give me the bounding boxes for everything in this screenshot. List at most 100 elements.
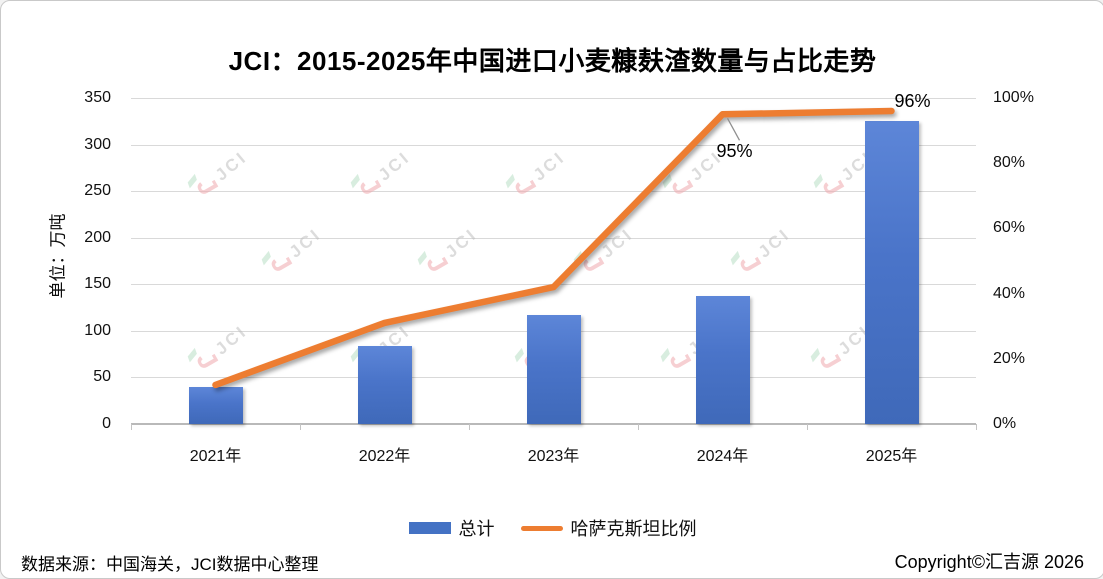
gridline — [131, 191, 976, 193]
jci-watermark-hook-icon: J — [813, 171, 850, 201]
left-axis-tick-label: 50 — [93, 368, 111, 386]
jci-watermark-j-glyph: J — [816, 172, 850, 201]
legend-label-kazakhstan-ratio: 哈萨克斯坦比例 — [570, 519, 697, 539]
jci-watermark-text: JCI — [211, 146, 251, 185]
left-axis-tick-label: 350 — [84, 89, 111, 106]
jci-watermark-hook-icon: J — [662, 171, 699, 201]
left-axis-tick-label: 150 — [84, 275, 111, 293]
x-axis-tick — [300, 424, 301, 430]
jci-watermark-leaf-icon — [662, 173, 672, 189]
jci-watermark-leaf-icon — [417, 250, 427, 266]
legend-label-total: 总计 — [458, 519, 495, 539]
jci-watermark-j-glyph: J — [190, 172, 224, 201]
jci-watermark-leaf-icon — [730, 250, 740, 266]
gridline — [131, 423, 976, 425]
jci-watermark-j-glyph: J — [190, 346, 224, 375]
right-axis-tick-label: 60% — [993, 219, 1026, 237]
jci-watermark-j-glyph: J — [508, 172, 542, 201]
jci-watermark-leaf-icon — [350, 173, 360, 189]
jci-watermark-text: JCI — [211, 320, 251, 359]
x-axis-tick — [638, 424, 639, 430]
jci-watermark-leaf-icon — [660, 347, 670, 363]
jci-watermark-hook-icon: J — [261, 248, 298, 278]
jci-watermark-j-glyph: J — [813, 346, 847, 375]
jci-watermark-hook-icon: J — [573, 248, 610, 278]
bar-2022年 — [357, 345, 412, 424]
jci-watermark-text: JCI — [597, 223, 637, 262]
bar-2025年 — [864, 121, 919, 424]
x-axis-tick — [469, 424, 470, 430]
annotation-leader-line — [726, 117, 741, 141]
jci-watermark-hook-icon: J — [730, 248, 767, 278]
jci-watermark-leaf-icon — [514, 347, 524, 363]
left-axis-tick-label: 200 — [84, 228, 111, 246]
jci-watermark-text: JCI — [374, 146, 414, 185]
x-axis-tick — [131, 424, 132, 430]
jci-watermark-j-glyph: J — [264, 249, 298, 278]
jci-watermark-j-glyph: J — [353, 172, 387, 201]
jci-watermark-hook-icon: J — [350, 171, 387, 201]
right-axis-tick-label: 80% — [993, 154, 1026, 172]
jci-watermark-leaf-icon — [810, 347, 820, 363]
jci-watermark-leaf-icon — [261, 250, 271, 266]
left-axis-tick-label: 300 — [84, 135, 111, 153]
x-axis-category-label: 2023年 — [527, 448, 580, 465]
jci-watermark-leaf-icon — [573, 250, 583, 266]
jci-watermark-hook-icon: J — [187, 171, 224, 201]
jci-watermark-text: JCI — [754, 223, 794, 262]
right-axis-tick-label: 20% — [993, 349, 1026, 367]
x-axis-tick — [976, 424, 977, 430]
left-axis-tick-label: 0 — [102, 415, 111, 432]
left-axis-tick-label: 250 — [84, 182, 111, 200]
legend-item-kazakhstan-ratio: 哈萨克斯坦比例 — [520, 515, 697, 541]
jci-watermark-hook-icon: J — [505, 171, 542, 201]
point-label-96%: 96% — [894, 91, 931, 112]
jci-watermark-leaf-icon — [505, 173, 515, 189]
jci-watermark-text: JCI — [441, 223, 481, 262]
jci-watermark-j-glyph: J — [420, 249, 454, 278]
jci-watermark-j-glyph: J — [576, 249, 610, 278]
jci-watermark-hook-icon: J — [417, 248, 454, 278]
gridline — [131, 237, 976, 239]
legend-swatch-bar-icon — [408, 522, 451, 534]
jci-watermark-leaf-icon — [187, 347, 197, 363]
jci-watermark-hook-icon: J — [660, 345, 697, 375]
right-axis-tick-label: 0% — [993, 415, 1017, 432]
jci-watermark-j-glyph: J — [733, 249, 767, 278]
chart-title: JCI：2015-2025年中国进口小麦糠麸渣数量与占比走势 — [228, 46, 877, 76]
point-label-95%: 95% — [716, 141, 753, 162]
gridline — [131, 98, 976, 99]
gridline — [131, 284, 976, 286]
x-axis-category-label: 2021年 — [189, 448, 242, 465]
x-axis-category-label: 2022年 — [358, 448, 411, 465]
left-axis-tick-label: 100 — [84, 321, 111, 339]
right-axis-tick-label: 40% — [993, 284, 1026, 302]
gridline — [131, 144, 976, 146]
jci-watermark-hook-icon: J — [810, 345, 847, 375]
legend-swatch-line-icon — [520, 525, 563, 531]
bar-2023年 — [526, 315, 581, 424]
legend: 总计 哈萨克斯坦比例 — [1, 515, 1103, 541]
x-axis-category-label: 2025年 — [865, 448, 918, 465]
jci-watermark-hook-icon: J — [187, 345, 224, 375]
jci-watermark-leaf-icon — [813, 173, 823, 189]
jci-watermark-text: JCI — [529, 146, 569, 185]
x-axis-category-label: 2024年 — [696, 448, 749, 465]
jci-watermark-j-glyph: J — [665, 172, 699, 201]
copyright-text: Copyright©汇吉源 2026 — [894, 552, 1084, 572]
jci-watermark-text: JCI — [285, 223, 325, 262]
legend-item-total: 总计 — [408, 515, 495, 541]
right-axis-tick-label: 100% — [993, 89, 1034, 106]
data-source-text: 数据来源：中国海关，JCI数据中心整理 — [21, 555, 319, 574]
bar-2024年 — [695, 296, 750, 424]
